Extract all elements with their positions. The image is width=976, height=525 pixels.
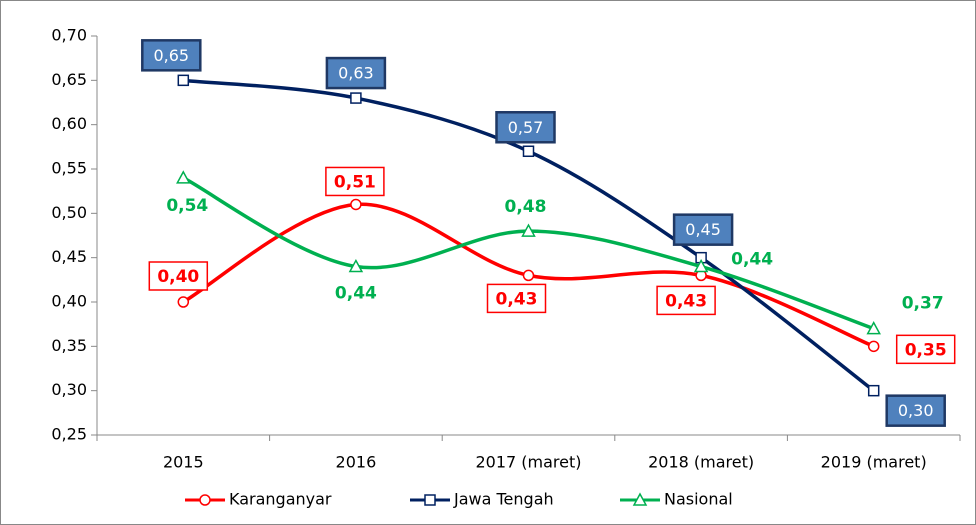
label-box: [325, 166, 385, 197]
x-tick-label: 2016: [336, 453, 377, 472]
data-label: 0,44: [335, 284, 377, 304]
y-tick-label: 0,60: [51, 114, 87, 133]
x-tick-label: 2015: [163, 453, 204, 472]
data-label: 0,35: [905, 340, 947, 360]
label-box: [495, 111, 556, 144]
data-label: 0,43: [496, 289, 538, 309]
marker: [177, 74, 190, 87]
y-tick-label: 0,55: [51, 159, 87, 178]
marker: [177, 296, 190, 308]
data-label: 0,44: [731, 250, 773, 270]
label-box: [141, 39, 202, 72]
marker: [199, 494, 211, 506]
label-box: [486, 283, 547, 314]
y-tick-label: 0,65: [51, 70, 87, 89]
marker: [350, 92, 362, 104]
y-tick-label: 0,40: [51, 292, 87, 311]
data-label: 0,63: [338, 64, 374, 83]
marker: [867, 384, 880, 397]
y-tick-label: 0,35: [51, 336, 87, 355]
marker: [632, 492, 648, 506]
marker: [424, 494, 436, 506]
marker: [522, 269, 535, 282]
data-label: 0,65: [153, 46, 189, 65]
y-tick-label: 0,30: [51, 380, 87, 399]
y-tick-label: 0,25: [51, 425, 87, 444]
marker: [866, 321, 881, 335]
marker: [176, 170, 191, 184]
data-label: 0,48: [505, 197, 547, 217]
marker: [693, 258, 709, 273]
x-tick-label: 2019 (maret): [821, 453, 927, 472]
marker: [348, 258, 364, 273]
data-label: 0,45: [685, 220, 721, 239]
data-label: 0,43: [665, 291, 707, 311]
legend-label: Nasional: [664, 490, 733, 509]
marker: [522, 145, 535, 158]
x-tick-label: 2018 (maret): [648, 453, 754, 472]
label-box: [148, 261, 209, 291]
label-box: [656, 285, 716, 316]
label-box: [885, 394, 946, 427]
legend-label: Karanganyar: [229, 490, 332, 509]
label-box: [325, 56, 387, 90]
x-tick-label: 2017 (maret): [475, 453, 581, 472]
data-label: 0,37: [902, 294, 944, 314]
marker: [867, 340, 880, 353]
label-box: [672, 213, 734, 246]
y-tick-label: 0,70: [51, 26, 87, 45]
data-label: 0,57: [508, 118, 544, 137]
marker: [521, 223, 536, 237]
y-tick-label: 0,50: [51, 203, 87, 222]
y-tick-label: 0,45: [51, 247, 87, 266]
data-label: 0,51: [334, 172, 376, 192]
marker: [350, 198, 362, 211]
legend-label: Jawa Tengah: [453, 490, 554, 509]
data-label: 0,30: [898, 401, 934, 420]
data-label: 0,54: [166, 196, 208, 216]
data-label: 0,40: [157, 267, 199, 287]
label-box: [895, 334, 956, 365]
